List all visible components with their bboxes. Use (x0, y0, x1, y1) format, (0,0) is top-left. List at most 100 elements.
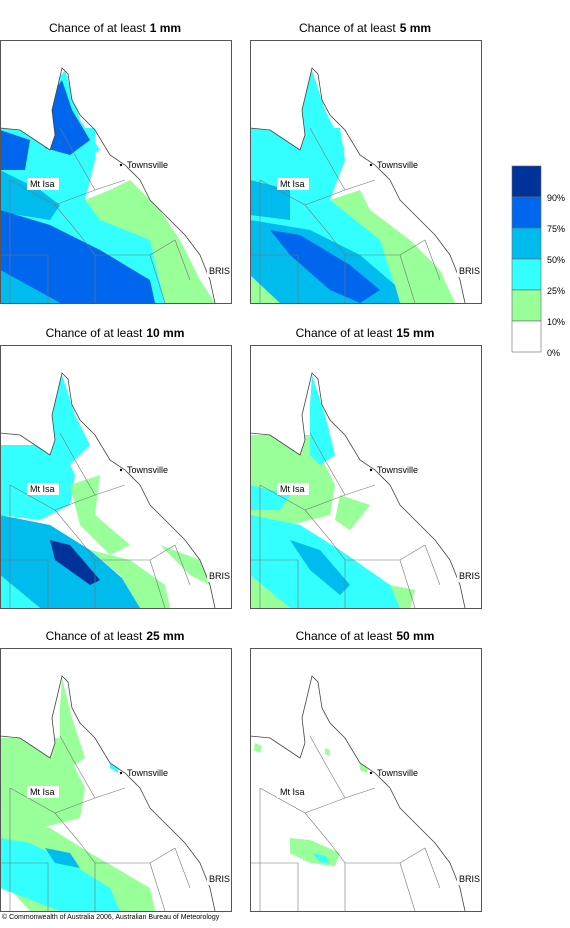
rain-fields (254, 743, 368, 866)
rain-area (0, 838, 120, 911)
place-label: Mt Isa (30, 179, 55, 189)
legend-swatch (511, 227, 542, 260)
town-dot (369, 771, 373, 775)
rain-fields (0, 678, 155, 911)
panel-title: Chance of at least 15 mm (296, 326, 435, 340)
rain-area (325, 748, 330, 756)
map-panel: Townsville Mt Isa BRIS (249, 345, 482, 609)
place-box (27, 178, 59, 190)
rain-area (290, 540, 350, 595)
title-text: Chance of at least (296, 326, 393, 340)
rain-area (0, 210, 155, 303)
state-borders (0, 432, 191, 609)
map-frame (250, 345, 482, 609)
title-amount: 25 mm (146, 629, 184, 643)
place-box (207, 570, 231, 582)
place-label: BRIS (459, 266, 480, 276)
panel-title: Chance of at least 50 mm (296, 629, 435, 643)
state-borders (250, 735, 441, 912)
place-label: Townsville (127, 160, 168, 170)
rain-area (270, 230, 380, 303)
place-label: Townsville (377, 160, 418, 170)
rain-area (312, 853, 330, 863)
coastline (0, 372, 216, 609)
coastline (0, 67, 216, 304)
place-box (457, 265, 481, 277)
place-label: Townsville (127, 465, 168, 475)
rain-fields (0, 375, 210, 608)
rain-area (45, 80, 90, 155)
place-box (457, 570, 481, 582)
state-borders (250, 432, 441, 609)
panel-title: Chance of at least 1 mm (49, 21, 181, 35)
place-box (277, 178, 309, 190)
town-dot (119, 468, 123, 472)
place-box (277, 786, 309, 798)
legend-label: 25% (547, 286, 565, 296)
town-dot (119, 163, 123, 167)
map-frame (0, 40, 232, 304)
place-label: Townsville (127, 768, 168, 778)
legend-swatch (511, 165, 542, 198)
map-frame (0, 648, 232, 912)
town-dot (119, 771, 123, 775)
state-borders (0, 735, 191, 912)
rain-area (70, 475, 130, 555)
place-box (27, 786, 59, 798)
rain-area (300, 70, 345, 160)
rain-area (60, 678, 85, 768)
coastline (0, 675, 216, 912)
legend-label: 50% (547, 255, 565, 265)
place-box (457, 873, 481, 885)
title-amount: 15 mm (396, 326, 434, 340)
rain-area (290, 838, 340, 866)
panel-title: Chance of at least 25 mm (46, 629, 185, 643)
map-panel: Townsville Mt Isa BRIS (0, 40, 232, 304)
place-box (277, 483, 309, 495)
title-text: Chance of at least (299, 21, 396, 35)
place-label: BRIS (459, 571, 480, 581)
panel-title: Chance of at least 10 mm (46, 326, 185, 340)
rain-area (45, 848, 80, 868)
coastline (249, 67, 466, 304)
place-label: Mt Isa (30, 484, 55, 494)
title-amount: 1 mm (150, 21, 181, 35)
rain-area (0, 130, 30, 170)
rain-area (0, 445, 75, 520)
rain-fields (0, 70, 215, 303)
rain-area (310, 375, 335, 465)
rain-fields (250, 375, 415, 608)
place-box (207, 265, 231, 277)
map-frame (0, 345, 232, 609)
rain-area (335, 495, 370, 530)
place-label: BRIS (209, 571, 230, 581)
rain-area (330, 190, 455, 303)
title-text: Chance of at least (296, 629, 393, 643)
legend-label: 75% (547, 224, 565, 234)
map-frame (250, 648, 482, 912)
place-label: BRIS (209, 874, 230, 884)
map-panel: Townsville Mt Isa BRIS (0, 345, 232, 609)
rain-area (250, 275, 280, 303)
copyright: © Commonwealth of Australia 2006, Austra… (2, 913, 220, 921)
rain-area (110, 748, 120, 773)
rain-area (390, 585, 415, 608)
title-text: Chance of at least (46, 629, 143, 643)
rain-area (85, 180, 215, 303)
place-label: Townsville (377, 465, 418, 475)
rain-area (50, 540, 100, 585)
town-dot (369, 468, 373, 472)
title-amount: 50 mm (396, 629, 434, 643)
coastline (249, 675, 466, 912)
rain-area (254, 743, 262, 753)
legend-swatch (511, 196, 542, 229)
map-frame (250, 40, 482, 304)
rain-area (50, 375, 90, 465)
place-label: Mt Isa (280, 179, 305, 189)
place-label: Mt Isa (280, 787, 305, 797)
map-panel: Townsville Mt Isa BRIS (249, 40, 482, 304)
rain-area (160, 545, 210, 585)
place-box (207, 873, 231, 885)
place-label: BRIS (209, 266, 230, 276)
